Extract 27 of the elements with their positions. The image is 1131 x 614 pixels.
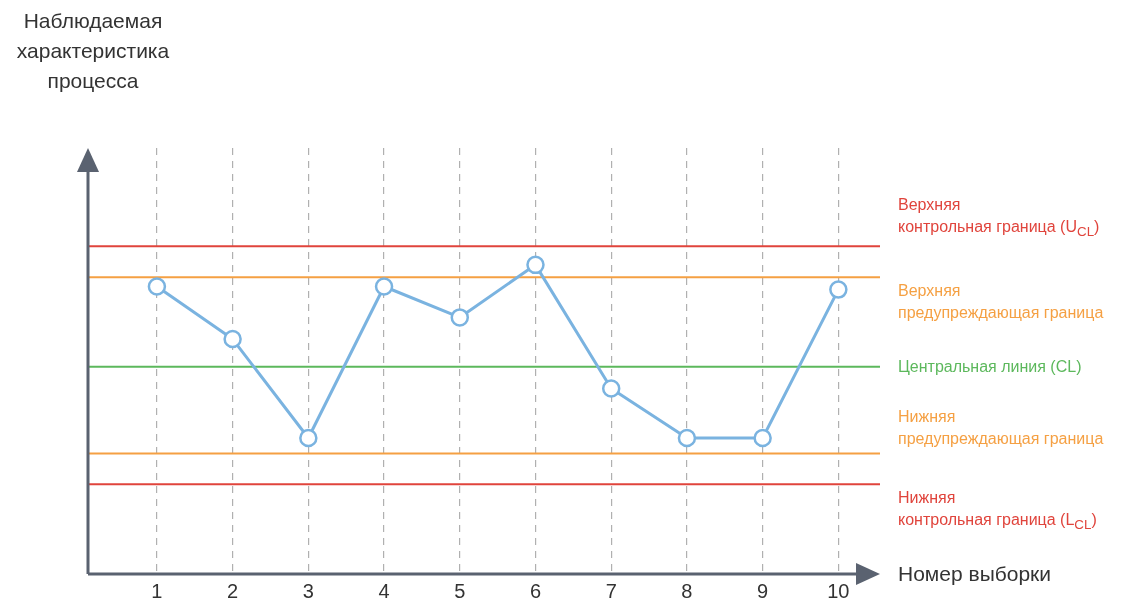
x-tick-label: 8	[681, 579, 693, 602]
point	[829, 280, 848, 299]
point	[223, 329, 242, 349]
point	[526, 255, 545, 275]
x-tick-label: 10	[827, 579, 850, 602]
ref-line-label: Нижняя предупреждающая граница	[898, 407, 1104, 450]
ref-line-label: Верхняя контрольная граница (U$_{CL}$)	[898, 195, 1100, 242]
point	[299, 428, 318, 448]
x-tick-label: 2	[227, 579, 239, 602]
ref-line-label: Центральная линия (CL)	[898, 356, 1082, 377]
text: Наблюдаемая характеристика процесса	[15, 8, 171, 94]
x-tick-label: 4	[378, 579, 390, 602]
x-axis-title: Номер выборки	[898, 562, 1052, 586]
x-tick-label: 5	[454, 579, 466, 602]
point	[753, 428, 772, 448]
x-tick-label: 9	[757, 579, 769, 602]
point	[450, 308, 470, 327]
point	[147, 277, 167, 296]
point	[601, 379, 621, 398]
point	[374, 277, 394, 296]
x-tick-label: 1	[151, 579, 163, 602]
x-tick-label: 6	[529, 579, 542, 602]
point	[677, 428, 697, 448]
x-tick-label: 7	[605, 579, 617, 602]
ref-line-label: Нижняя контрольная граница (L$_{CL}$)	[898, 488, 1097, 535]
ref-line-label: Верхняя предупреждающая граница	[898, 281, 1104, 324]
x-tick-label: 3	[302, 579, 314, 602]
